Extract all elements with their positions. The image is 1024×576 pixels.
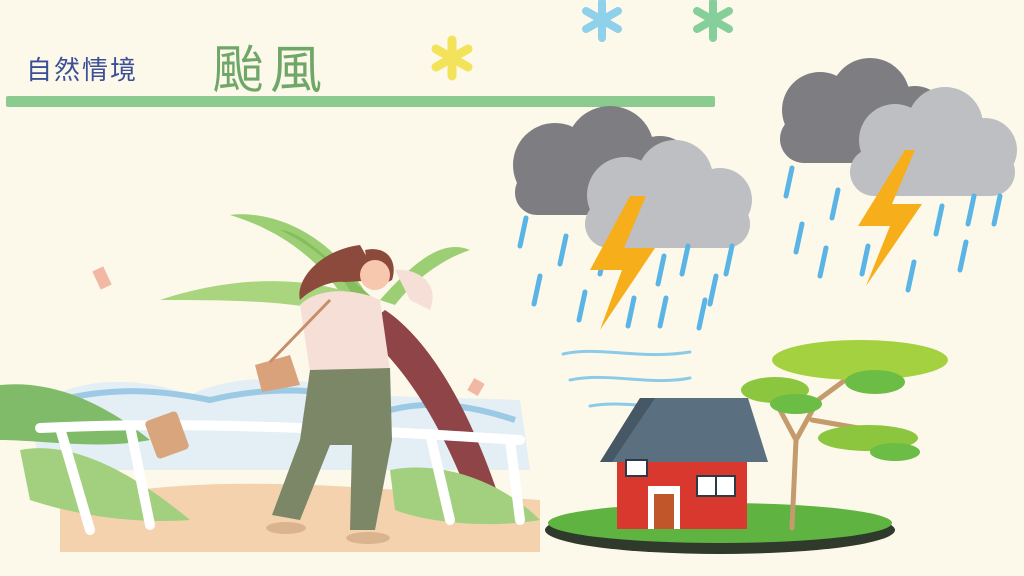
category-label: 自然情境: [26, 56, 139, 86]
woman-in-wind-icon: [255, 245, 433, 544]
railing-icon: [35, 420, 525, 535]
cloud-icon: [780, 58, 1017, 196]
snowflake-icon: [431, 35, 473, 81]
house-icon: [600, 398, 768, 529]
title-underline: [6, 96, 715, 107]
lightning-icon: [858, 150, 922, 286]
wind-icon: [561, 349, 692, 408]
rain-icon: [783, 165, 1003, 293]
snowflake-icon: [693, 0, 733, 42]
page-title: 颱風: [212, 41, 329, 101]
debris: [92, 266, 485, 459]
tree-icon: [741, 340, 948, 531]
lightning-icon: [590, 196, 655, 330]
snowflake-icon: [582, 0, 622, 42]
